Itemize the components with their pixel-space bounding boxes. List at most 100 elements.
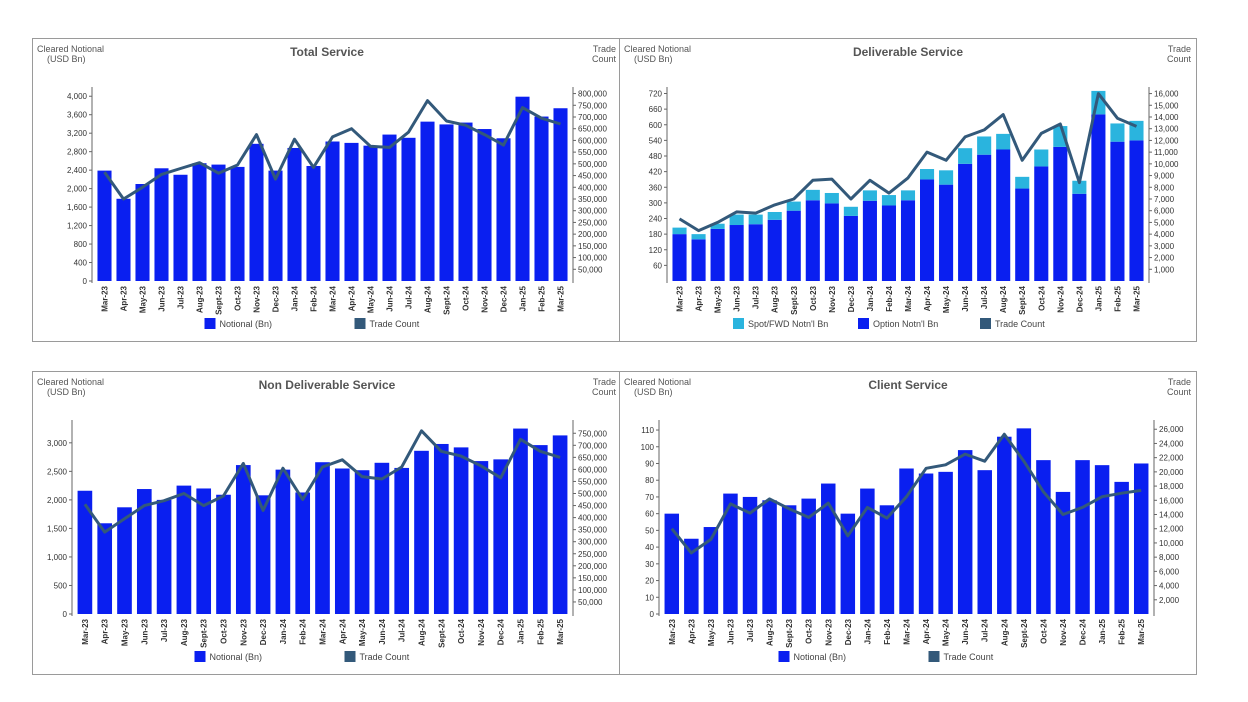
trade-count-line xyxy=(670,432,1142,555)
bar-spot-fwd xyxy=(900,190,916,201)
x-tick-label: Apr-24 xyxy=(923,285,932,311)
bar-spot-fwd xyxy=(710,223,725,229)
bar-option xyxy=(843,215,858,281)
y2-tick-label: 26,000 xyxy=(1159,425,1184,434)
bar-option xyxy=(958,163,973,281)
legend-swatch xyxy=(344,651,356,662)
y-tick-label: 90 xyxy=(645,459,654,468)
bar xyxy=(216,494,231,614)
bar-option xyxy=(1053,146,1068,281)
y2-tick-label: 24,000 xyxy=(1159,439,1184,448)
y2-tick-label: 6,000 xyxy=(1159,567,1180,576)
y2-tick-label: 750,000 xyxy=(578,101,607,110)
y2-axis-label: Trade Count xyxy=(592,377,617,397)
bar xyxy=(439,124,454,282)
bar xyxy=(176,485,192,614)
chart-nondeliverable: Non Deliverable Service Cleared Notional(… xyxy=(37,377,617,662)
bar xyxy=(553,108,568,281)
bar-spot-fwd xyxy=(1015,176,1030,189)
bar xyxy=(496,138,511,281)
bar xyxy=(742,496,758,614)
bar xyxy=(173,174,188,281)
x-tick-label: Oct-23 xyxy=(220,618,229,643)
y2-tick-label: 100,000 xyxy=(578,586,607,595)
bar xyxy=(382,134,397,281)
trade-count-line xyxy=(83,429,561,534)
y2-tick-label: 20,000 xyxy=(1159,468,1184,477)
y-tick-label: 10 xyxy=(645,593,654,602)
bar xyxy=(684,538,699,614)
x-tick-label: Feb-25 xyxy=(538,285,547,311)
trade-count-line xyxy=(103,99,561,201)
legend-swatch xyxy=(928,651,940,662)
y-tick-label: 60 xyxy=(653,261,662,270)
y2-tick-label: 10,000 xyxy=(1154,160,1179,169)
legend-label: Notional (Bn) xyxy=(794,652,847,662)
y2-tick-label: 4,000 xyxy=(1159,582,1180,591)
y-tick-label: 480 xyxy=(649,152,663,161)
bar xyxy=(117,507,132,614)
x-tick-label: Jun-24 xyxy=(961,285,970,311)
x-tick-label: Jul-24 xyxy=(981,618,990,642)
y-tick-label: 2,000 xyxy=(67,185,88,194)
x-tick-label: Jan-25 xyxy=(517,618,526,644)
legend-swatch xyxy=(980,318,991,329)
x-tick-label: Jun-24 xyxy=(961,618,970,644)
bar-spot-fwd xyxy=(824,192,839,204)
legend-label: Trade Count xyxy=(944,652,994,662)
x-tick-label: Nov-24 xyxy=(1056,285,1065,312)
y2-tick-label: 16,000 xyxy=(1154,90,1179,99)
x-tick-label: Jan-24 xyxy=(279,618,288,644)
x-tick-label: Oct-24 xyxy=(457,618,466,643)
y-tick-label: 0 xyxy=(650,610,655,619)
y-tick-label: 2,500 xyxy=(47,467,68,476)
x-tick-label: Aug-23 xyxy=(180,618,189,646)
x-tick-label: Mar-25 xyxy=(557,285,566,311)
y2-tick-label: 100,000 xyxy=(578,254,607,263)
y2-tick-label: 350,000 xyxy=(578,526,607,535)
bar xyxy=(977,470,992,614)
x-tick-label: Dec-24 xyxy=(500,285,509,312)
y2-tick-label: 50,000 xyxy=(578,265,603,274)
y2-tick-label: 14,000 xyxy=(1154,113,1179,122)
y-tick-label: 110 xyxy=(641,426,654,435)
y-tick-label: 800 xyxy=(74,240,88,249)
x-tick-label: Jan-24 xyxy=(291,285,300,311)
x-tick-label: Sept-23 xyxy=(790,285,799,314)
y-tick-label: 540 xyxy=(649,136,663,145)
x-tick-label: Jun-23 xyxy=(140,618,149,644)
bar-option xyxy=(691,239,706,281)
y2-tick-label: 15,000 xyxy=(1154,101,1179,110)
y-tick-label: 30 xyxy=(645,560,654,569)
x-tick-label: Apr-23 xyxy=(120,285,129,311)
y-tick-label: 2,000 xyxy=(47,496,68,505)
y2-tick-label: 350,000 xyxy=(578,195,607,204)
y-tick-label: 0 xyxy=(83,277,88,286)
chart-panel-deliverable: Deliverable Service Cleared Notional (USD … xyxy=(619,38,1197,342)
bar xyxy=(473,461,489,614)
x-tick-label: Nov-24 xyxy=(477,618,486,645)
bar xyxy=(433,443,449,614)
x-tick-label: May-23 xyxy=(139,285,148,313)
y2-tick-label: 16,000 xyxy=(1159,496,1184,505)
x-tick-label: Dec-24 xyxy=(497,618,506,645)
bar xyxy=(363,145,378,281)
x-tick-label: Jan-25 xyxy=(519,285,528,311)
bar xyxy=(97,523,113,614)
bar xyxy=(136,489,152,614)
bar xyxy=(1036,460,1051,614)
x-tick-label: Feb-24 xyxy=(310,285,319,311)
x-tick-label: Apr-23 xyxy=(695,285,704,311)
chart-deliverable: Deliverable Service Cleared Notional (USD … xyxy=(624,44,1191,329)
y2-tick-label: 12,000 xyxy=(1159,525,1184,534)
legend-swatch xyxy=(733,318,744,329)
x-tick-label: Nov-23 xyxy=(828,285,837,312)
x-tick-label: Apr-23 xyxy=(687,618,696,644)
x-tick-label: Sept-24 xyxy=(437,618,446,647)
bar xyxy=(306,165,321,281)
x-tick-label: Jul-23 xyxy=(752,285,761,309)
x-tick-label: Jun-23 xyxy=(733,285,742,311)
y-tick-label: 660 xyxy=(649,105,663,114)
x-tick-label: Aug-24 xyxy=(424,285,433,313)
x-tick-label: Feb-25 xyxy=(536,618,545,644)
